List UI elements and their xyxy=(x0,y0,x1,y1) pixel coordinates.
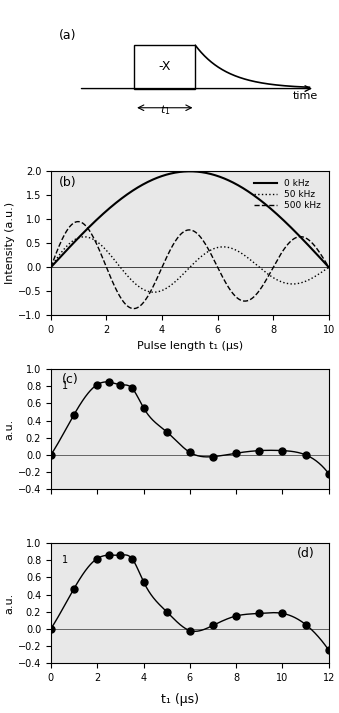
0 kHz xyxy=(49,263,53,272)
500 kHz xyxy=(49,263,53,272)
500 kHz xyxy=(184,227,188,235)
Text: 1: 1 xyxy=(62,555,68,565)
Legend: 0 kHz, 50 kHz, 500 kHz: 0 kHz, 50 kHz, 500 kHz xyxy=(251,176,324,214)
Text: t₁ (μs): t₁ (μs) xyxy=(161,693,199,706)
500 kHz xyxy=(327,263,331,272)
500 kHz xyxy=(278,252,282,260)
50 kHz xyxy=(327,263,331,272)
Y-axis label: Intensity (a.u.): Intensity (a.u.) xyxy=(5,202,15,284)
0 kHz xyxy=(321,257,325,265)
Text: (b): (b) xyxy=(59,175,77,189)
Text: (a): (a) xyxy=(59,29,77,42)
500 kHz xyxy=(215,262,219,271)
50 kHz xyxy=(278,277,282,285)
Line: 50 kHz: 50 kHz xyxy=(51,237,329,292)
50 kHz xyxy=(321,267,325,275)
500 kHz xyxy=(182,227,186,236)
0 kHz xyxy=(187,167,192,175)
Line: 500 kHz: 500 kHz xyxy=(51,222,329,309)
0 kHz xyxy=(181,168,185,176)
0 kHz xyxy=(182,168,186,176)
0 kHz xyxy=(277,212,281,220)
Y-axis label: a.u.: a.u. xyxy=(5,419,15,440)
Line: 0 kHz: 0 kHz xyxy=(51,171,329,267)
500 kHz xyxy=(132,304,136,313)
0 kHz xyxy=(215,172,219,180)
Text: $t_1$: $t_1$ xyxy=(160,103,170,118)
500 kHz xyxy=(76,217,80,226)
50 kHz xyxy=(215,243,219,252)
50 kHz xyxy=(200,252,204,260)
Text: -X: -X xyxy=(159,61,171,73)
X-axis label: Pulse length t₁ (μs): Pulse length t₁ (μs) xyxy=(137,341,243,351)
500 kHz xyxy=(321,254,325,262)
50 kHz xyxy=(182,269,186,277)
50 kHz xyxy=(152,288,156,297)
FancyBboxPatch shape xyxy=(134,46,195,88)
50 kHz xyxy=(82,232,86,241)
Y-axis label: a.u.: a.u. xyxy=(5,593,15,614)
500 kHz xyxy=(200,235,204,244)
0 kHz xyxy=(200,168,204,177)
Text: (d): (d) xyxy=(297,547,315,560)
Text: time: time xyxy=(293,91,318,101)
Text: 1: 1 xyxy=(62,381,68,391)
50 kHz xyxy=(184,267,188,276)
Text: (c): (c) xyxy=(62,373,79,386)
50 kHz xyxy=(49,263,53,272)
0 kHz xyxy=(327,263,331,272)
